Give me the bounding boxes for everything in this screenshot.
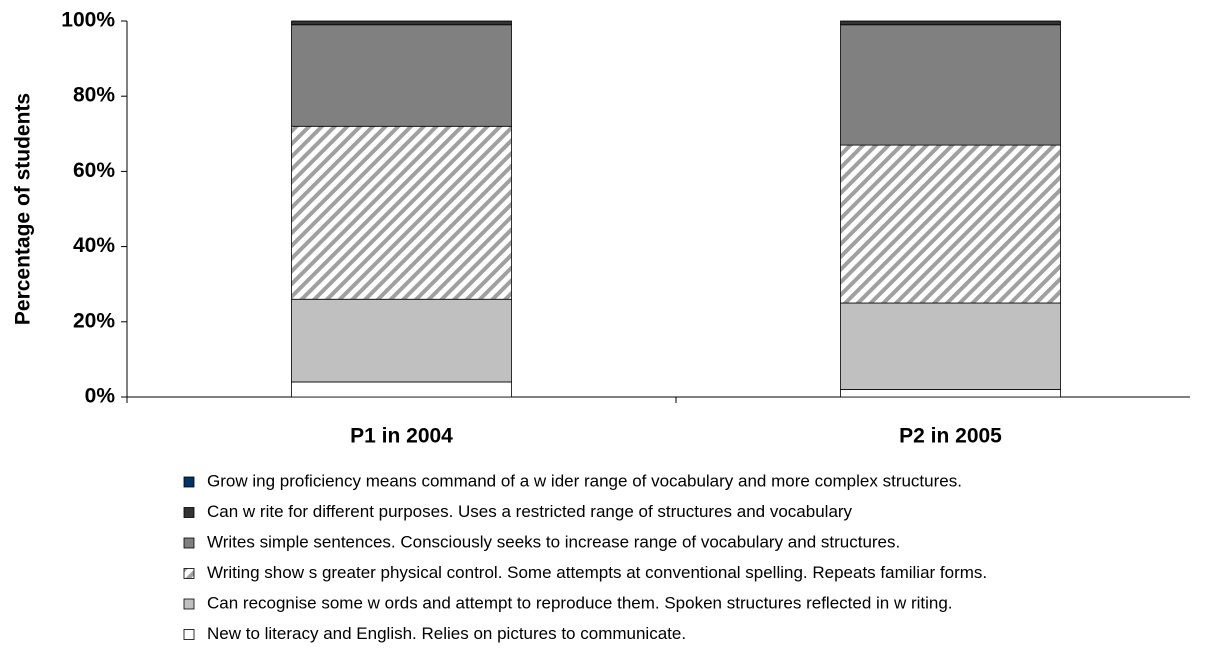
y-tick-label: 20% [73,309,115,332]
legend-swatch [183,507,195,518]
bar-segment [291,125,512,300]
legend-swatch [183,476,195,488]
legend-swatch [183,568,195,579]
bar-segment [840,144,1061,304]
x-tick-label: P1 in 2004 [350,425,453,448]
legend-swatch [183,598,195,610]
bar-segment [291,298,512,383]
legend-label: Grow ing proficiency means command of a … [207,471,962,490]
y-tick-label: 60% [73,159,115,182]
y-tick-label: 40% [73,234,115,257]
bar-segment [840,24,1061,146]
bar-segment [840,302,1061,390]
legend-label: New to literacy and English. Relies on p… [207,624,686,643]
y-tick-label: 80% [73,84,115,107]
legend-label: Writing show s greater physical control.… [207,563,987,582]
legend-label: Can w rite for different purposes. Uses … [207,502,853,521]
bar-segment [291,20,512,26]
bar-segment [291,24,512,127]
bar-segment [291,381,512,398]
y-tick-label: 100% [61,9,115,32]
y-axis-title: Percentage of students [12,93,35,325]
bar-segment [840,20,1061,26]
y-tick-label: 0% [85,385,116,408]
bar-segment [840,389,1061,398]
legend-swatch [183,537,195,549]
legend-label: Can recognise some w ords and attempt to… [207,593,953,612]
legend-swatch [183,629,195,640]
legend-label: Writes simple sentences. Consciously see… [207,532,900,551]
x-tick-label: P2 in 2005 [899,425,1002,448]
